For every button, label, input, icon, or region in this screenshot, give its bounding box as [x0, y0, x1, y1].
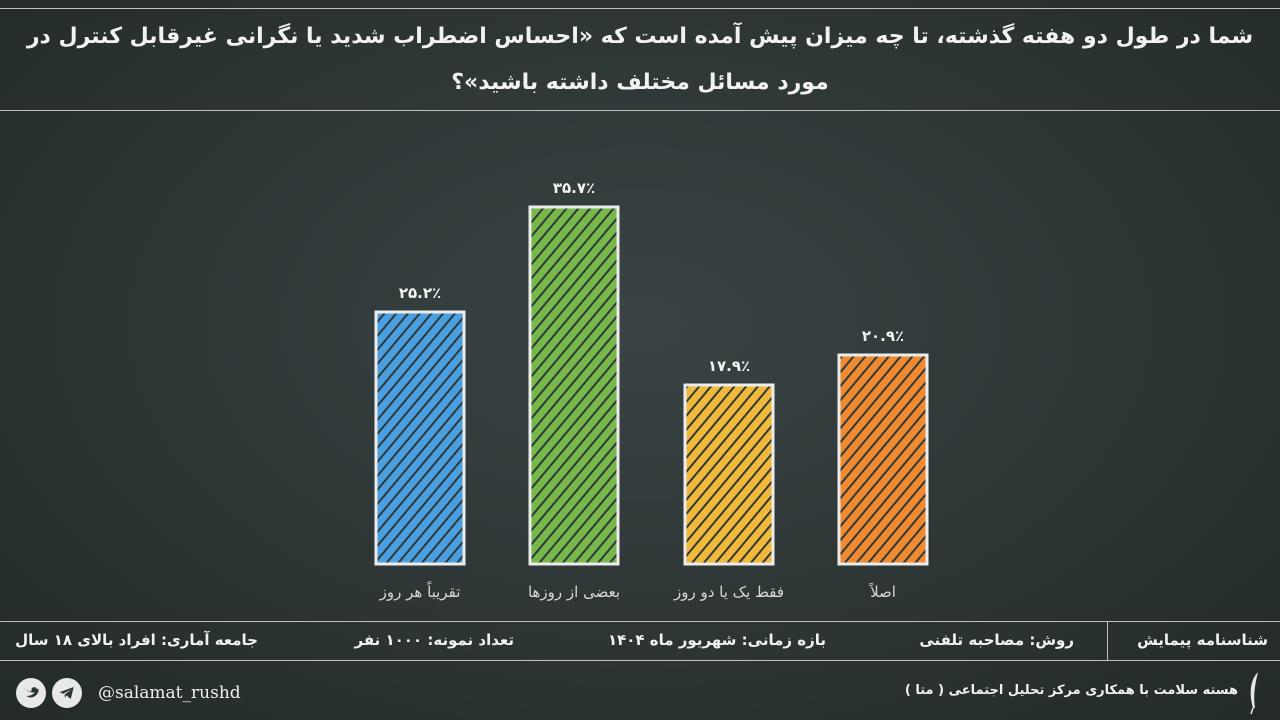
feather-logo-icon	[1250, 672, 1258, 715]
survey-info-label: شناسنامه پیمایش	[1137, 631, 1268, 649]
top-border	[0, 8, 1280, 9]
social-links: @salamat_rushd	[16, 676, 241, 710]
category-label-4: اصلاً	[868, 582, 896, 601]
twitter-icon[interactable]	[16, 678, 46, 708]
bar-1	[374, 310, 466, 566]
survey-info-bar: شناسنامه پیمایش روش: مصاحبه تلفنی بازه ز…	[0, 622, 1280, 660]
category-label-2: بعضی از روزها	[528, 583, 620, 601]
bar-2	[528, 205, 620, 566]
footer-bottom-border	[0, 660, 1280, 661]
title-divider	[0, 110, 1280, 111]
value-label-1: ۲۵.۲٪	[399, 284, 441, 302]
footer-divider	[1107, 622, 1108, 660]
bar-4	[837, 353, 929, 566]
value-label-3: ۱۷.۹٪	[708, 357, 750, 375]
survey-sample: تعداد نمونه: ۱۰۰۰ نفر	[354, 631, 514, 649]
value-label-2: ۳۵.۷٪	[553, 179, 595, 197]
category-label-1: تقریباً هر روز	[379, 581, 461, 601]
social-handle[interactable]: @salamat_rushd	[98, 683, 241, 703]
footer-top-border	[0, 621, 1280, 622]
chart-title: شما در طول دو هفته گذشته، تا چه میزان پی…	[26, 24, 1254, 95]
value-label-4: ۲۰.۹٪	[862, 327, 904, 345]
survey-method: روش: مصاحبه تلفنی	[919, 631, 1074, 649]
credit-text: هسته سلامت با همکاری مرکز تحلیل اجتماعی …	[904, 683, 1238, 698]
telegram-icon[interactable]	[52, 678, 82, 708]
survey-population: جامعه آماری: افراد بالای ۱۸ سال	[15, 631, 258, 649]
category-label-3: فقط یک یا دو روز	[673, 583, 784, 601]
bar-3	[683, 383, 775, 566]
bar-chart: ۲۵.۲٪ تقریباً هر روز ۳۵.۷٪ بعضی از روزها ۱۷.…	[374, 179, 929, 601]
survey-period: بازه زمانی: شهریور ماه ۱۴۰۴	[607, 631, 826, 649]
